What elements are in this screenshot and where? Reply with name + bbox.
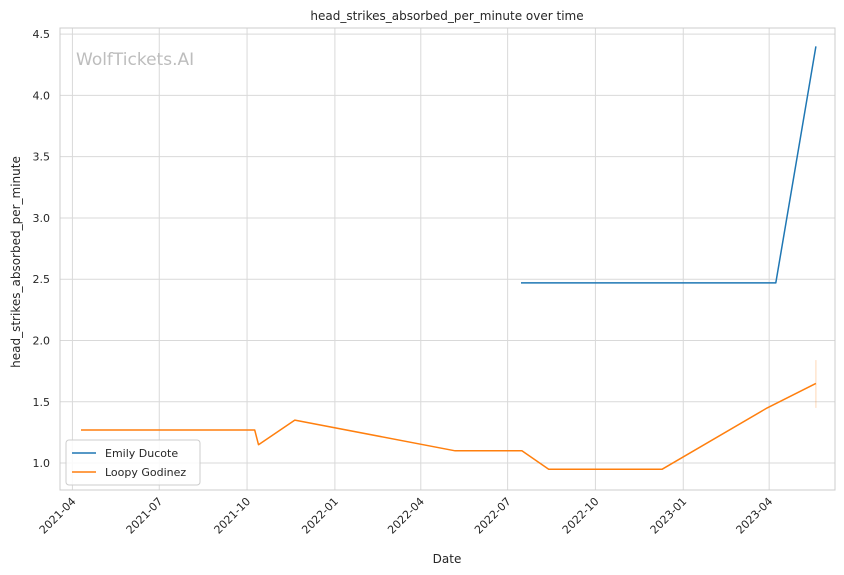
y-tick-label: 3.0 xyxy=(33,212,51,225)
grid xyxy=(60,28,835,490)
legend-label-emily-ducote: Emily Ducote xyxy=(105,447,178,460)
y-axis-label: head_strikes_absorbed_per_minute xyxy=(9,156,23,368)
data-point-loopy-godinez xyxy=(294,419,296,421)
x-axis-label: Date xyxy=(433,552,462,566)
data-point-loopy-godinez xyxy=(80,429,82,431)
legend-box xyxy=(65,439,201,486)
y-tick-label: 1.5 xyxy=(33,396,51,409)
y-tick-label: 2.0 xyxy=(33,334,51,347)
data-point-loopy-godinez xyxy=(766,407,768,409)
y-axis-ticks: 1.0 1.5 2.0 2.5 3.0 3.5 4.0 4.5 xyxy=(33,28,51,470)
watermark-text: WolfTickets.AI xyxy=(76,50,194,70)
series-lines xyxy=(80,45,817,470)
series-line-loopy-godinez xyxy=(81,382,817,470)
data-point-loopy-godinez xyxy=(454,450,456,452)
data-point-emily-ducote xyxy=(775,282,777,284)
y-tick-label: 4.5 xyxy=(33,28,51,41)
data-point-loopy-godinez xyxy=(521,450,523,452)
data-point-loopy-godinez xyxy=(815,382,817,384)
y-tick-label: 4.0 xyxy=(33,89,51,102)
data-point-loopy-godinez xyxy=(258,444,260,446)
series-line-emily-ducote xyxy=(521,46,817,284)
legend-label-loopy-godinez: Loopy Godinez xyxy=(105,466,186,479)
data-point-emily-ducote xyxy=(815,45,817,47)
plot-area-frame xyxy=(59,27,836,491)
chart-title: head_strikes_absorbed_per_minute over ti… xyxy=(310,9,583,23)
data-point-emily-ducote xyxy=(520,282,522,284)
data-point-loopy-godinez xyxy=(661,468,663,470)
y-tick-label: 2.5 xyxy=(33,273,51,286)
data-point-loopy-godinez xyxy=(254,429,256,431)
y-tick-label: 1.0 xyxy=(33,457,51,470)
data-point-loopy-godinez xyxy=(548,468,550,470)
legend: Emily Ducote Loopy Godinez xyxy=(65,439,201,486)
y-tick-label: 3.5 xyxy=(33,151,51,164)
